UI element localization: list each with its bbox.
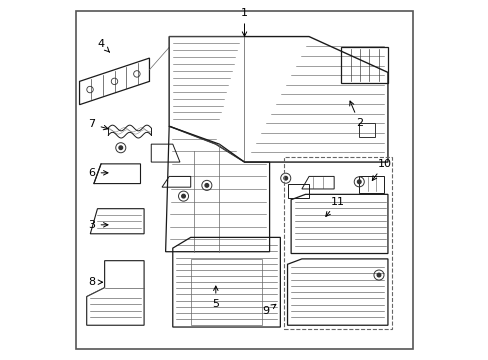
Text: 11: 11 [325,197,344,216]
Text: 5: 5 [212,286,219,309]
Text: 1: 1 [241,8,247,36]
Text: 2: 2 [349,101,362,128]
Text: 3: 3 [88,220,108,230]
Circle shape [284,176,287,180]
Circle shape [376,273,380,277]
Text: 4: 4 [97,39,109,52]
Circle shape [182,194,185,198]
Circle shape [119,146,122,149]
Circle shape [357,180,360,184]
Bar [359,123,375,137]
Text: 9: 9 [262,304,275,316]
Bar [284,157,391,329]
Text: 7: 7 [88,120,108,130]
Text: 6: 6 [88,168,108,178]
Text: 10: 10 [371,159,390,180]
Circle shape [204,184,208,187]
Text: 8: 8 [88,277,102,287]
